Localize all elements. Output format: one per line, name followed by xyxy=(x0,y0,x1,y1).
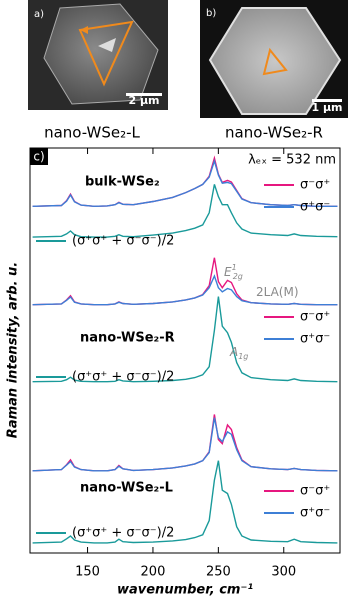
x-tick-label: 200 xyxy=(141,565,166,580)
legend-label: σ⁻σ⁺ xyxy=(300,178,330,193)
peak-label-part: A xyxy=(229,345,238,359)
spectrum-line xyxy=(32,417,338,472)
annotation: λₑₓ = 532 nm xyxy=(248,153,336,168)
legend-label: (σ⁺σ⁺ + σ⁻σ⁻)/2 xyxy=(72,370,174,385)
panel-label: c) xyxy=(33,150,44,164)
group-label: bulk-WSe₂ xyxy=(85,175,160,190)
y-axis-label: Raman intensity, arb. u. xyxy=(6,262,21,438)
sem-image-a: a) 2 µm xyxy=(28,0,168,110)
x-tick-label: 250 xyxy=(206,565,231,580)
spectrum-line xyxy=(32,274,338,306)
panel-label: b) xyxy=(206,8,216,19)
peak-label: A1g xyxy=(229,345,248,361)
sem-image-b: b) 1 µm xyxy=(200,0,348,118)
peak-label-part: 1 xyxy=(232,263,237,272)
spectrum-line xyxy=(32,158,338,208)
group-label: nano-WSe₂-R xyxy=(80,331,175,346)
peak-label-part: 2LA(M) xyxy=(256,285,299,299)
peak-label-part: 2g xyxy=(233,272,243,281)
legend-label: σ⁺σ⁻ xyxy=(300,200,330,215)
x-tick-label: 300 xyxy=(271,565,296,580)
panel-label: a) xyxy=(34,9,44,20)
x-axis-label: wavenumber, cm⁻¹ xyxy=(117,583,253,598)
spectrum-line xyxy=(32,184,338,238)
peak-label-part: E xyxy=(224,265,232,279)
peak-label-part: 1g xyxy=(238,352,248,361)
plot-frame xyxy=(29,147,341,554)
image-caption: nano-WSe₂-R xyxy=(225,124,323,142)
legend-label: σ⁺σ⁻ xyxy=(300,506,330,521)
spectrum-line xyxy=(32,296,338,383)
spectrum-line xyxy=(32,414,338,472)
legend-label: σ⁺σ⁻ xyxy=(300,332,330,347)
panel-label-box xyxy=(30,148,48,165)
group-label: nano-WSe₂-L xyxy=(80,481,173,496)
x-tick-label: 150 xyxy=(75,565,100,580)
peak-label: 2LA(M) xyxy=(256,285,299,299)
image-caption: nano-WSe₂-L xyxy=(44,124,140,142)
legend-label: (σ⁺σ⁺ + σ⁻σ⁻)/2 xyxy=(72,526,174,541)
legend-label: (σ⁺σ⁺ + σ⁻σ⁻)/2 xyxy=(72,234,174,249)
legend-label: σ⁻σ⁺ xyxy=(300,484,330,499)
spectrum-line xyxy=(32,460,338,544)
peak-label: E1 2g xyxy=(224,263,243,281)
legend-label: σ⁻σ⁺ xyxy=(300,310,330,325)
scale-bar-label: 2 µm xyxy=(128,94,159,107)
scale-bar-label: 1 µm xyxy=(311,101,342,114)
